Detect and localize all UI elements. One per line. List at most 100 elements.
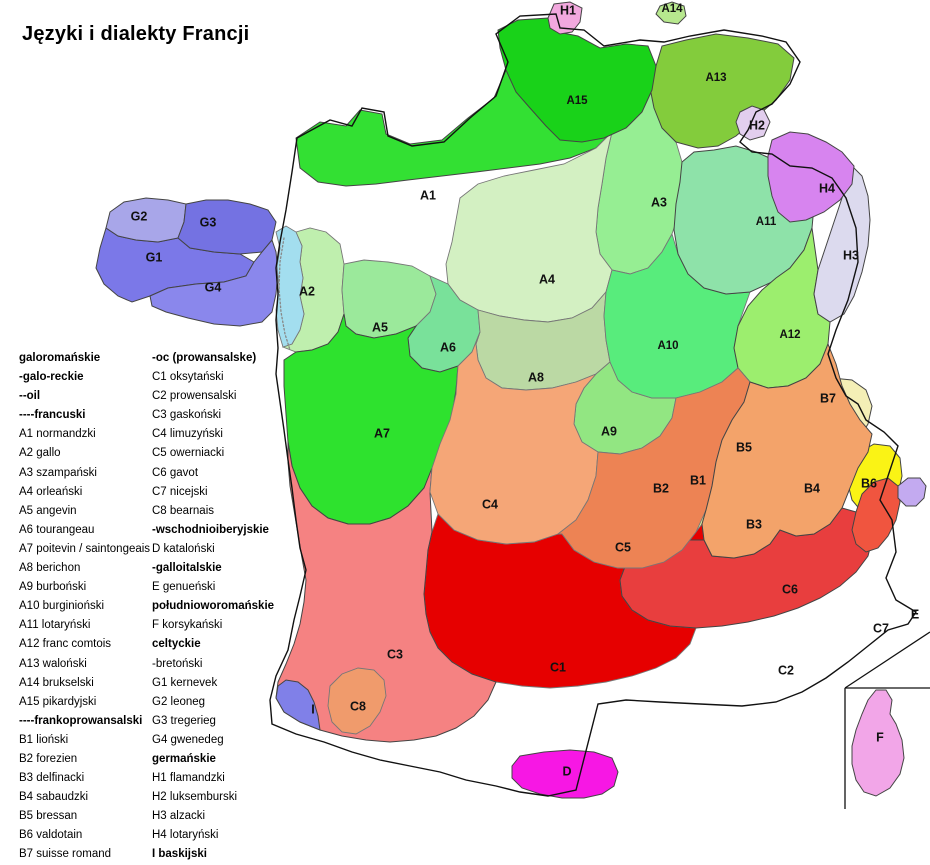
region-d[interactable]: [511, 749, 619, 799]
region-a14[interactable]: [655, 1, 687, 25]
legend-group-label: --oil: [19, 390, 41, 403]
region-h1[interactable]: [547, 1, 583, 35]
legend-item: F korsykański: [152, 619, 223, 632]
legend-item: C7 nicejski: [152, 485, 208, 498]
legend-item: A15 pikardyjski: [19, 695, 97, 708]
map-page: Języki i dialekty Francji A1 A2 A3 A4 A5 A6 A7…: [19, 1, 930, 861]
legend-item: E genueński: [152, 581, 216, 594]
region-label-a13: A13: [705, 72, 726, 84]
region-c6[interactable]: [701, 342, 873, 559]
legend-item: C3 gaskoński: [152, 409, 222, 422]
region-c7[interactable]: [851, 477, 901, 553]
legend-item: B2 forezien: [19, 752, 78, 765]
regions-layer: [95, 1, 927, 799]
legend-item: A1 normandzki: [19, 428, 96, 441]
legend-item: C2 prowensalski: [152, 390, 237, 403]
legend-item: G3 tregerieg: [152, 714, 216, 727]
region-label-c1: C1: [550, 660, 566, 674]
region-h4[interactable]: [767, 131, 855, 223]
region-label-d: D: [562, 764, 571, 778]
legend-group-label: -galloitalskie: [152, 562, 222, 575]
legend-item: A5 angevin: [19, 504, 77, 517]
legend-item: A4 orleański: [19, 485, 83, 498]
legend-item: A6 tourangeau: [19, 523, 95, 536]
region-a15[interactable]: [497, 17, 657, 143]
legend-group-label: celtyckie: [152, 638, 201, 651]
legend-item: C8 bearnais: [152, 504, 215, 517]
legend-item: B7 suisse romand: [19, 848, 112, 861]
legend-item: A7 poitevin / saintongeais: [19, 542, 151, 555]
region-f[interactable]: [851, 689, 905, 797]
region-label-h3: H3: [843, 248, 859, 262]
legend-item: G4 gwenedeg: [152, 733, 224, 746]
legend-item: G2 leoneg: [152, 695, 206, 708]
region-label-f: F: [876, 730, 884, 744]
legend-item: B4 sabaudzki: [19, 791, 89, 804]
region-label-c4: C4: [482, 497, 498, 511]
region-label-a12: A12: [779, 329, 800, 341]
region-label-b7: B7: [820, 391, 836, 405]
region-g3[interactable]: [177, 199, 277, 255]
legend-group-label: galoromańskie: [19, 352, 101, 364]
region-bzh_sea[interactable]: [275, 225, 305, 348]
region-a13[interactable]: [649, 33, 795, 149]
legend-item: A14 brukselski: [19, 676, 94, 689]
region-i[interactable]: [275, 679, 321, 731]
region-c8[interactable]: [327, 667, 387, 735]
legend-item: C5 owerniacki: [152, 447, 225, 460]
region-label-b1: B1: [690, 473, 706, 487]
legend-group-label: południoworomańskie: [152, 600, 275, 613]
legend-item: A3 szampański: [19, 466, 97, 479]
legend-item: H1 flamandzki: [152, 772, 225, 785]
legend-item: A8 berichon: [19, 562, 81, 575]
region-label-c8: C8: [350, 699, 366, 713]
legend-column-occitan-celtic-germanic: -oc (prowansalske) C1 oksytański C2 prowen…: [152, 349, 274, 865]
france-outline: [269, 13, 917, 797]
legend-item: A13 waloński: [19, 657, 87, 670]
legend-item: -bretoński: [152, 657, 203, 670]
breton-language-boundary: [278, 237, 291, 351]
region-label-g2: G2: [131, 209, 148, 223]
corsica-inset-frame: [844, 687, 930, 809]
region-label-b3: B3: [746, 517, 762, 531]
region-label-c7: C7: [873, 621, 889, 635]
legend-item: A9 burboński: [19, 581, 87, 594]
region-label-a1: A1: [420, 188, 436, 202]
region-label-a15: A15: [566, 95, 588, 107]
legend-group-label: -galo-reckie: [19, 371, 84, 384]
legend-item: G1 kernevek: [152, 676, 218, 689]
region-e[interactable]: [897, 477, 927, 507]
region-label-a6: A6: [440, 340, 456, 354]
legend-item: A10 burginioński: [19, 600, 105, 613]
legend-group-label: -wschodnioiberyjskie: [152, 523, 269, 536]
region-label-b6: B6: [861, 476, 877, 490]
region-h2[interactable]: [735, 105, 771, 141]
legend-group-label: -oc (prowansalske): [152, 352, 257, 364]
region-h3[interactable]: [813, 165, 871, 323]
region-label-h4: H4: [819, 181, 835, 195]
region-label-g4: G4: [205, 280, 222, 294]
legend-group-label: germańskie: [152, 752, 216, 765]
region-label-i: I: [311, 702, 314, 716]
legend-item: B1 lioński: [19, 733, 69, 746]
corsica-inset-leader: [844, 631, 930, 689]
region-label-a5: A5: [372, 320, 388, 334]
region-label-a3: A3: [651, 195, 667, 209]
region-label-a10: A10: [657, 340, 678, 352]
region-label-b5: B5: [736, 440, 752, 454]
legend-group-label: ----francuski: [19, 409, 86, 422]
region-label-g1: G1: [146, 250, 163, 264]
region-label-h2: H2: [749, 118, 765, 132]
region-label-c3: C3: [387, 647, 403, 661]
region-label-a7: A7: [374, 426, 390, 440]
legend-item: A11 lotaryński: [19, 619, 91, 632]
region-c3[interactable]: [275, 441, 497, 743]
region-label-c6: C6: [782, 582, 798, 596]
region-label-a11: A11: [756, 216, 777, 228]
region-label-g3: G3: [200, 215, 217, 229]
region-label-b4: B4: [804, 481, 820, 495]
region-label-b2: B2: [653, 481, 669, 495]
legend-item: B6 valdotain: [19, 829, 83, 842]
region-label-a9: A9: [601, 424, 617, 438]
region-label-c5: C5: [615, 540, 631, 554]
